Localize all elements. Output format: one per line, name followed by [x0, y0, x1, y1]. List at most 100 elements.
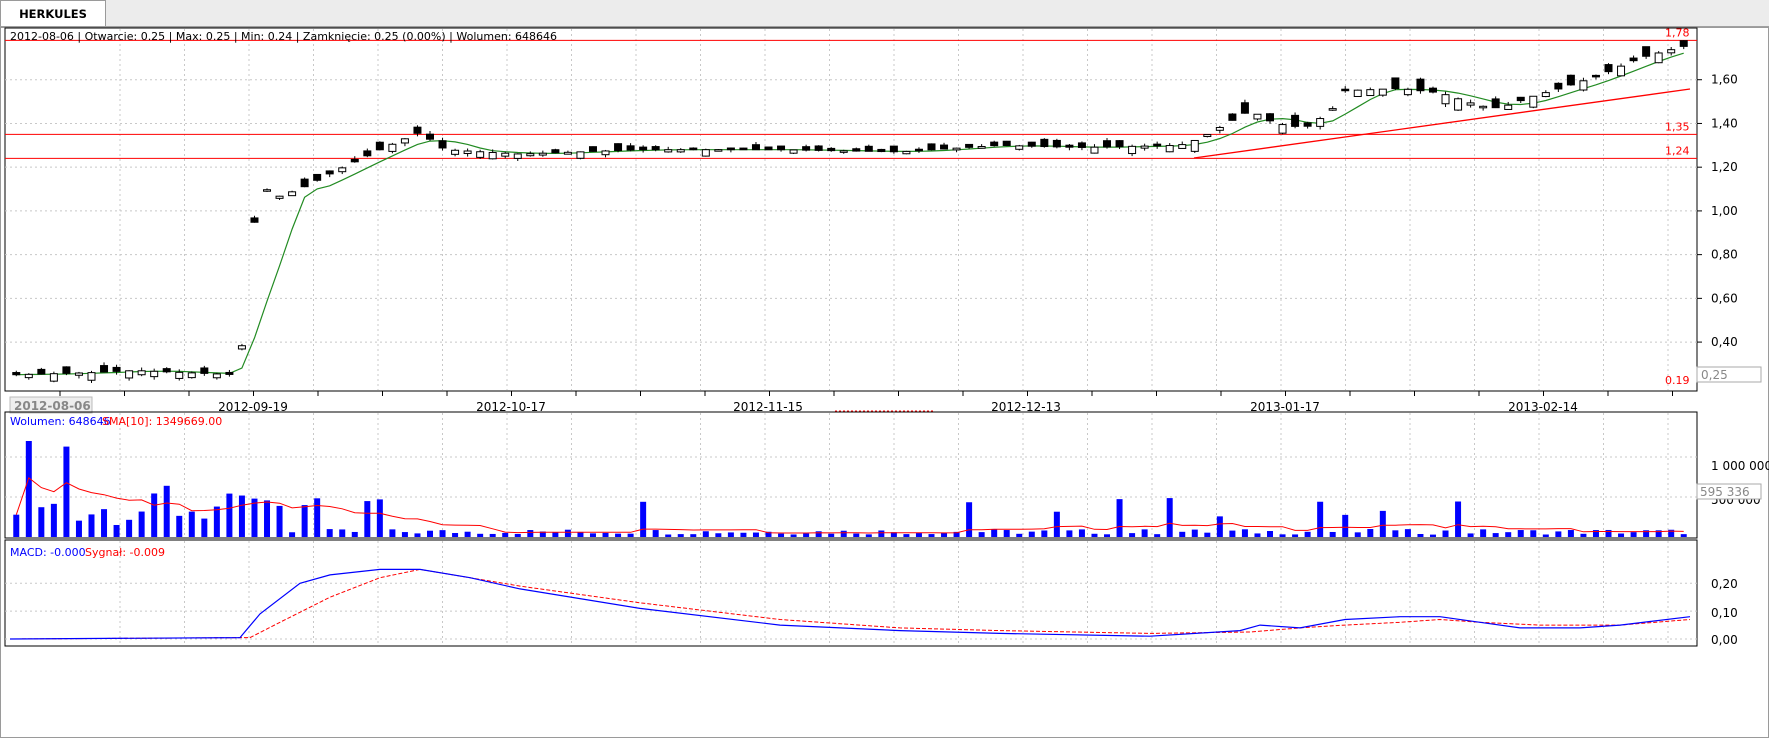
volume-bar	[1016, 533, 1023, 537]
candle	[664, 149, 673, 153]
candle	[1416, 78, 1425, 92]
candle	[1391, 77, 1400, 90]
volume-bar	[1392, 530, 1399, 537]
volume-bar	[1467, 533, 1474, 537]
trend-line-support	[1193, 88, 1691, 159]
volume-bar	[677, 534, 684, 537]
ohlc-info-line: 2012-08-06 | Otwarcie: 0.25 | Max: 0.25 …	[10, 30, 557, 43]
volume-bar	[1492, 533, 1499, 537]
volume-bar	[840, 530, 847, 537]
volume-bar	[389, 529, 396, 537]
candle	[1215, 126, 1224, 131]
date-cursor-label: 2012-08-06	[14, 399, 91, 413]
volume-bar	[615, 533, 622, 537]
price-tick-label: 1,20	[1711, 160, 1738, 174]
candle	[902, 150, 911, 155]
level-label: 1,35	[1665, 120, 1690, 133]
candle	[714, 149, 723, 152]
volume-bar	[527, 530, 534, 537]
candle	[1428, 87, 1437, 93]
candle	[375, 141, 384, 151]
candle	[1077, 142, 1086, 148]
volume-bar	[1542, 534, 1549, 537]
x-tick-label: 2013-01-17	[1250, 400, 1320, 414]
candle	[588, 146, 597, 152]
candle	[1303, 122, 1312, 127]
volume-bar	[1241, 529, 1248, 537]
volume-sma-line	[15, 476, 1684, 534]
volume-bar	[715, 533, 722, 537]
volume-bar	[25, 441, 32, 537]
current-price-box	[1696, 366, 1762, 383]
volume-bar	[1417, 534, 1424, 537]
volume-bar	[1517, 530, 1524, 537]
candle	[125, 370, 134, 379]
candle	[1266, 113, 1274, 122]
candle	[400, 138, 409, 144]
volume-bar	[464, 531, 471, 537]
volume-bar	[702, 531, 709, 537]
volume-bar	[63, 446, 70, 537]
candle	[175, 371, 184, 379]
candle	[777, 145, 786, 151]
volume-bar	[1379, 510, 1386, 537]
volume-bar	[640, 501, 647, 537]
level-label: 1,24	[1665, 144, 1690, 157]
volume-bar	[1342, 514, 1349, 537]
volume-panel: Wolumen: 648646 SMA[10]: 1349669.00 1 00…	[4, 411, 1769, 539]
price-tick-label: 0,40	[1711, 335, 1738, 349]
candle	[1579, 80, 1588, 91]
candle	[24, 373, 33, 379]
candle	[476, 151, 485, 158]
candle	[1253, 113, 1262, 120]
volume-bar	[1191, 529, 1198, 537]
volume-bar	[1580, 533, 1587, 537]
candle	[1479, 105, 1488, 109]
candle	[488, 151, 497, 160]
stock-chart[interactable]: 1,60 1,40 1,20 1,00 0,80 0,60 0,40 1,78 1,35 1,2…	[0, 27, 1769, 738]
candle	[877, 148, 886, 153]
current-price-label: 0,25	[1701, 368, 1728, 382]
volume-bar	[314, 498, 321, 537]
volume-bar	[151, 493, 158, 537]
candle	[100, 365, 109, 373]
volume-bar	[1166, 498, 1173, 537]
candle	[37, 368, 46, 375]
candle	[137, 370, 146, 376]
macd-tick-010: 0,10	[1711, 606, 1738, 620]
candle	[350, 158, 359, 163]
candle	[1165, 145, 1174, 153]
candle	[614, 143, 623, 151]
candle	[990, 141, 999, 147]
volume-tick-1m: 1 000 000	[1711, 459, 1769, 473]
volume-bar	[1078, 529, 1085, 537]
volume-bar	[276, 505, 283, 537]
volume-bar	[213, 506, 220, 537]
candle	[426, 133, 434, 140]
candle	[413, 126, 422, 134]
candle	[789, 149, 798, 154]
candle	[325, 170, 334, 175]
candle	[1291, 114, 1300, 127]
volume-bar	[376, 499, 383, 537]
candle	[74, 372, 83, 376]
tab-herkules[interactable]: HERKULES	[0, 0, 106, 26]
candle	[313, 173, 322, 181]
volume-bar	[539, 531, 546, 537]
candle	[1541, 92, 1550, 98]
candle	[1629, 57, 1638, 62]
candle	[1341, 88, 1350, 92]
candle	[1316, 118, 1325, 127]
candle	[1378, 88, 1387, 96]
macd-line	[9, 568, 1691, 640]
volume-bar	[778, 533, 785, 537]
volume-bar	[88, 514, 95, 537]
candle	[889, 145, 898, 153]
volume-bar	[1354, 532, 1361, 537]
candle	[49, 373, 58, 382]
volume-bar	[1104, 534, 1111, 537]
volume-bar	[364, 501, 371, 537]
volume-bar	[1292, 534, 1299, 537]
price-tick-label: 0,60	[1711, 291, 1738, 305]
volume-bar	[1555, 531, 1562, 537]
